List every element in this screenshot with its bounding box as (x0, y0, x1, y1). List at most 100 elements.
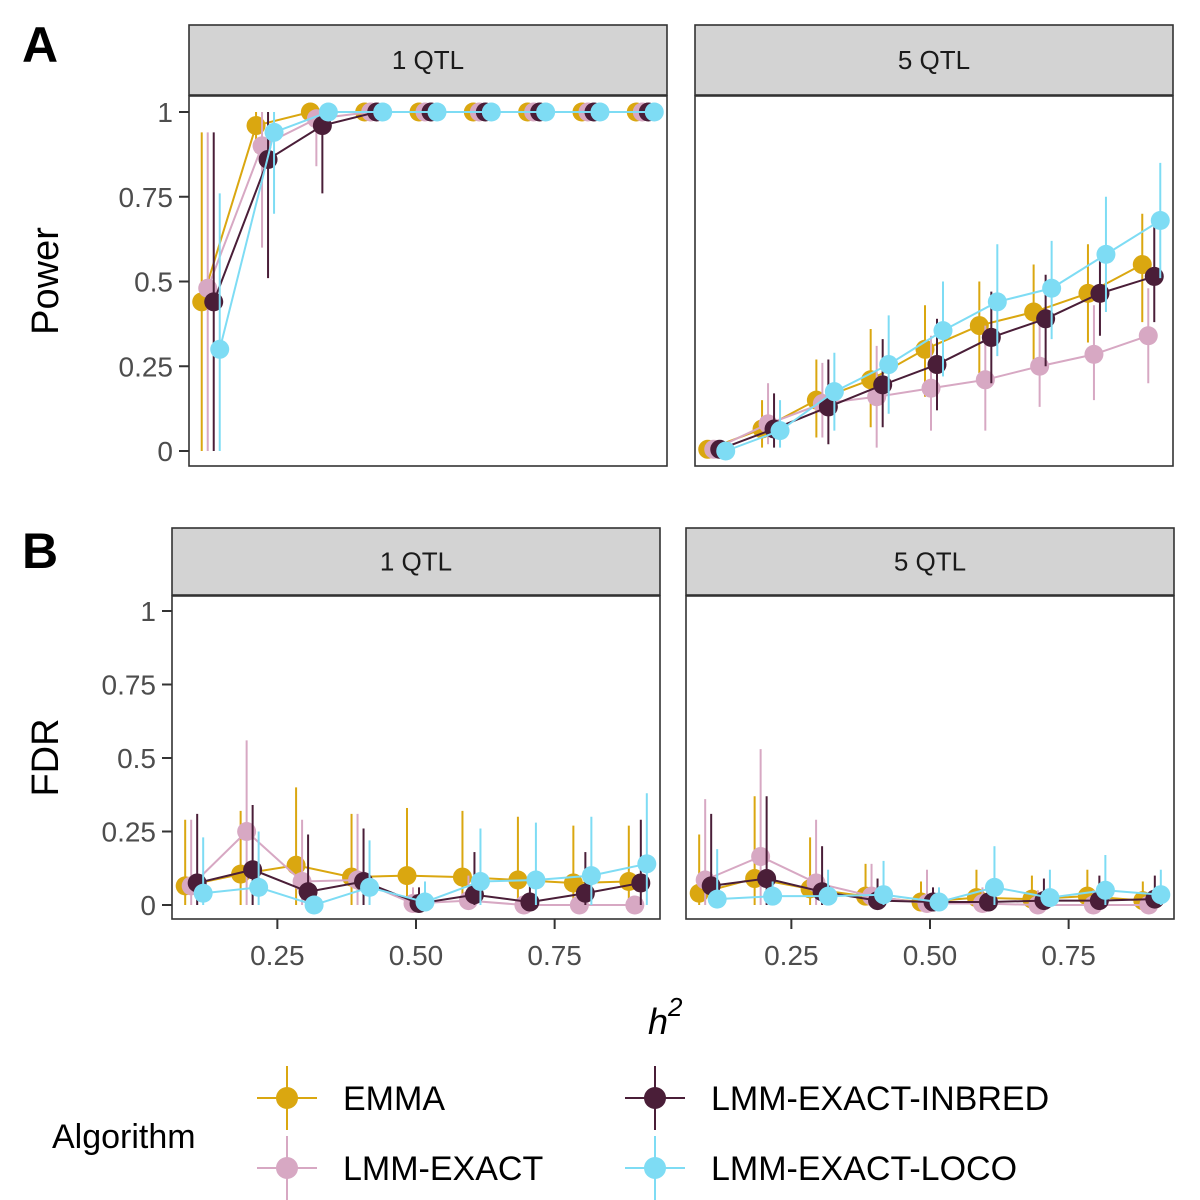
data-point (452, 867, 472, 887)
data-point (520, 892, 540, 912)
data-point (243, 860, 263, 880)
legend-key-point (644, 1157, 666, 1179)
data-point (536, 102, 556, 122)
data-point (590, 102, 610, 122)
data-point (637, 854, 657, 874)
data-point (981, 327, 1001, 347)
legend-items: EMMA LMM-EXACT LMM-EXACT-INBRED LMM-EXACT-L… (257, 1066, 1049, 1200)
data-point (397, 866, 417, 886)
facet-B-1: 1 QTL 0 0.25 0.5 0.75 1 0.25 0.50 0.75 (102, 527, 661, 971)
data-point (1036, 309, 1056, 329)
y-tick-label: 0.75 (102, 670, 157, 701)
data-point (360, 877, 380, 897)
facet-A-1: 1 QTL 0 0.25 0.5 0.75 1 (119, 24, 668, 467)
data-point (631, 873, 651, 893)
legend-label: LMM-EXACT-INBRED (711, 1080, 1049, 1118)
x-tick-label: 0.25 (250, 940, 305, 971)
y-tick-label: 0 (157, 436, 173, 467)
data-point (874, 885, 894, 905)
data-point (237, 822, 257, 841)
y-axis-title: Power (25, 227, 67, 335)
data-point (975, 370, 995, 390)
x-axis-title: h2 (648, 992, 683, 1042)
legend-label: EMMA (343, 1080, 445, 1118)
facet-strip (685, 527, 1175, 596)
data-point (1144, 266, 1164, 286)
data-point (927, 355, 947, 375)
legend-item: LMM-EXACT-INBRED (625, 1066, 1049, 1130)
data-point (879, 355, 899, 375)
legend-key-point (276, 1087, 298, 1109)
legend: Algorithm EMMA LMM-EXACT LMM-EXACT-INBRED L… (52, 1066, 1049, 1200)
data-point (470, 871, 490, 891)
facet-A-2: 5 QTL (694, 24, 1174, 467)
data-point (204, 292, 224, 312)
data-point (581, 866, 601, 886)
data-point (373, 102, 393, 122)
data-point (824, 382, 844, 402)
facet-strip-label: 5 QTL (894, 547, 966, 577)
data-point (1138, 326, 1158, 346)
y-tick-label: 0.5 (117, 743, 156, 774)
data-point (304, 895, 324, 915)
data-point (818, 886, 838, 906)
data-point (707, 889, 727, 909)
data-point (1096, 244, 1116, 264)
legend-item: LMM-EXACT (257, 1136, 543, 1200)
chart-row-A: A Power 1 QTL 0 0.25 0.5 0.75 1 5 QTL (22, 17, 1174, 467)
data-point (1151, 885, 1171, 905)
x-tick-label: 0.25 (764, 940, 819, 971)
data-point (644, 102, 664, 122)
data-point (873, 375, 893, 395)
data-point (1095, 880, 1115, 900)
data-point (763, 886, 783, 906)
legend-label: LMM-EXACT-LOCO (711, 1150, 1017, 1188)
x-tick-label: 0.50 (389, 940, 444, 971)
data-point (481, 102, 501, 122)
series-lmm-exact-loco (210, 102, 664, 451)
x-axis-title-superscript: 2 (667, 992, 683, 1022)
data-point (978, 892, 998, 912)
panel-letter: A (22, 17, 58, 73)
legend-key-point (276, 1157, 298, 1179)
y-tick-label: 0.75 (119, 182, 174, 213)
y-tick-label: 0.5 (134, 267, 173, 298)
legend-item: EMMA (257, 1066, 445, 1130)
facet-strip-label: 5 QTL (898, 45, 970, 75)
y-tick-label: 0 (140, 890, 156, 921)
facet-strip (188, 24, 668, 96)
data-point (929, 892, 949, 912)
legend-label: LMM-EXACT (343, 1150, 543, 1188)
x-tick-label: 0.75 (527, 940, 582, 971)
data-point (249, 877, 269, 897)
data-point (921, 378, 941, 398)
series-lmm-exact-loco (707, 846, 1171, 912)
series-lmm-exact-loco (716, 162, 1170, 461)
data-point (210, 339, 230, 359)
data-point (984, 877, 1004, 897)
facet-strip-label: 1 QTL (380, 547, 452, 577)
x-tick-label: 0.75 (1041, 940, 1096, 971)
plot-panel (694, 95, 1174, 467)
y-tick-label: 0.25 (102, 817, 157, 848)
data-point (987, 292, 1007, 312)
y-tick-label: 0.25 (119, 351, 174, 382)
data-point (770, 421, 790, 441)
data-point (969, 316, 989, 336)
data-point (716, 441, 736, 461)
data-point (427, 102, 447, 122)
charts-layer: A Power 1 QTL 0 0.25 0.5 0.75 1 5 QTL B FDR 1 QTL 0 0… (22, 17, 1175, 971)
y-tick-label: 1 (140, 596, 156, 627)
y-axis-title: FDR (25, 718, 67, 796)
series-lmm-exact-loco (193, 793, 657, 915)
facet-strip (171, 527, 661, 596)
data-point (818, 397, 838, 417)
data-point (1042, 278, 1062, 298)
data-point (1150, 210, 1170, 230)
data-point (264, 122, 284, 142)
data-point (286, 855, 306, 875)
data-point (757, 869, 777, 889)
data-point (933, 321, 953, 341)
data-point (246, 116, 266, 136)
